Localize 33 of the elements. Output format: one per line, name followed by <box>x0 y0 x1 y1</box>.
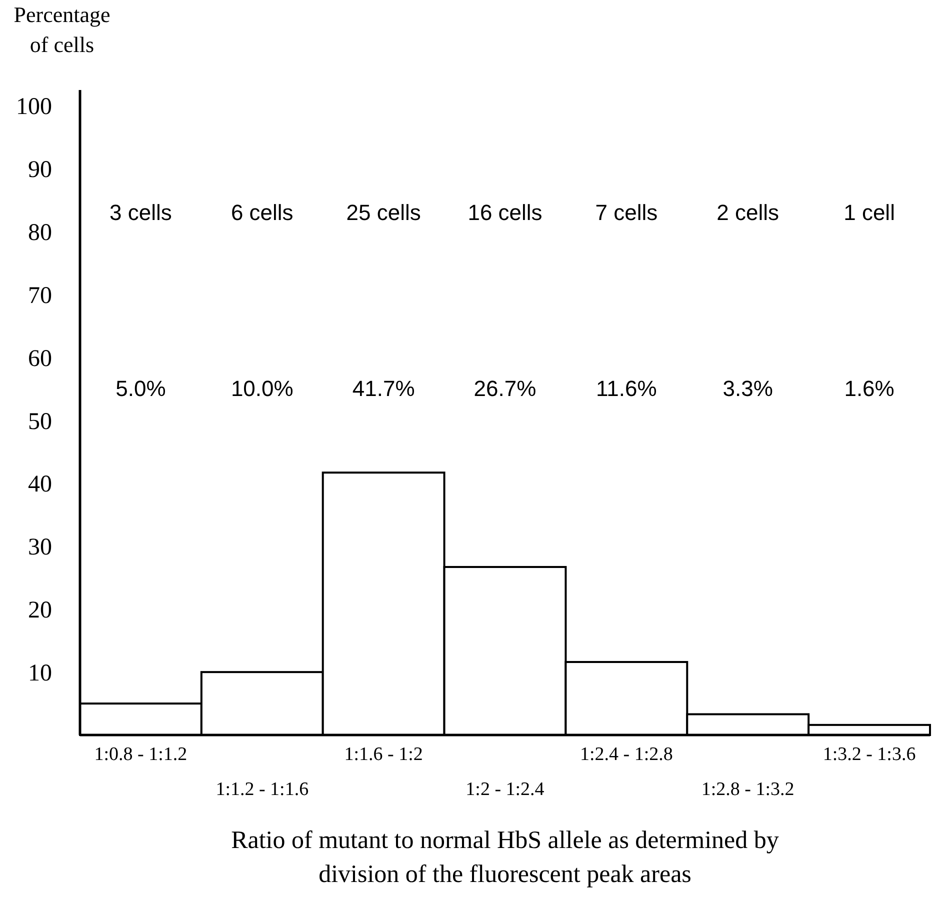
x-axis-title: Ratio of mutant to normal HbS allele as determined by division of the fluorescent peak areas <box>231 827 780 888</box>
annotation: 16 cells <box>468 200 542 225</box>
x-tick-label: 1:0.8 - 1:1.2 <box>94 744 188 765</box>
x-tick-label: 1:1.6 - 1:2 <box>344 744 423 765</box>
annotation: 26.7% <box>474 376 536 402</box>
y-tick-label: 60 <box>28 346 52 372</box>
y-tick-label: 70 <box>28 282 52 309</box>
y-tick-label: 50 <box>28 408 52 435</box>
y-tick-label: 40 <box>28 472 52 498</box>
y-tick-label: 80 <box>28 220 52 246</box>
annotation: 2 cells <box>716 200 780 225</box>
y-tick-label: 90 <box>28 157 52 184</box>
annotation: 3.3% <box>722 376 773 402</box>
x-tick-label: 1:2.8 - 1:3.2 <box>701 779 794 800</box>
annotation: 3 cells <box>110 200 172 225</box>
x-tick-label: 1:2.4 - 1:2.8 <box>580 744 673 765</box>
annotation: 1 cell <box>844 200 895 225</box>
annotation: 11.6% <box>596 376 657 402</box>
y-tick-label: 100 <box>16 94 52 120</box>
annotation: 41.7% <box>352 376 415 402</box>
annotation: 6 cells <box>230 200 294 225</box>
y-tick-label: 10 <box>28 660 52 686</box>
x-tick-label: 1:1.2 - 1:1.6 <box>216 779 309 800</box>
x-tick-label: 1:3.2 - 1:3.6 <box>822 744 916 765</box>
annotation: 5.0% <box>116 376 166 402</box>
y-tick-label: 20 <box>28 598 52 624</box>
x-tick-label: 1:2 - 1:2.4 <box>466 779 545 800</box>
y-axis-title: Percentage of cells <box>14 2 110 57</box>
annotation: 10.0% <box>230 376 294 402</box>
annotation: 1.6% <box>844 376 894 402</box>
annotation: 7 cells <box>595 200 658 225</box>
annotation: 25 cells <box>346 200 421 225</box>
y-tick-label: 30 <box>28 534 52 561</box>
